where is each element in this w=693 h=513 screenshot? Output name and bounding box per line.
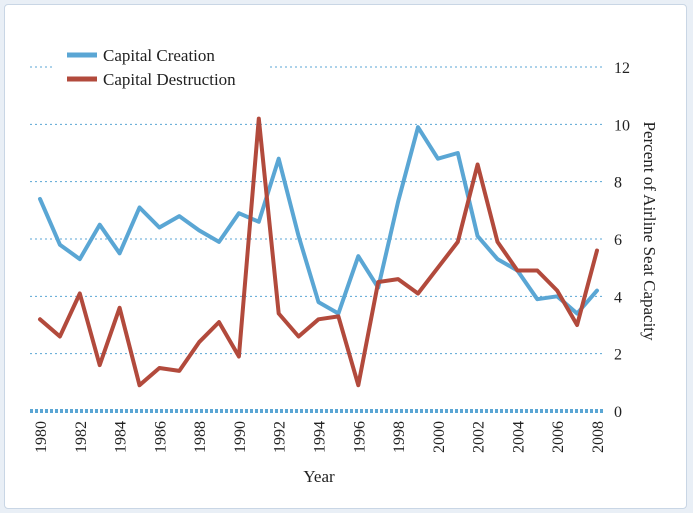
x-tick-label: 1988 [192, 421, 209, 453]
legend-label: Capital Destruction [103, 70, 236, 89]
x-tick-label: 1980 [33, 421, 50, 453]
x-tick-label: 1992 [272, 421, 289, 453]
y-tick-label: 6 [614, 232, 622, 249]
x-tick-label: 1982 [73, 421, 90, 453]
series-line-capital-creation [38, 125, 599, 316]
y-tick-label: 8 [614, 175, 622, 192]
y-axis-title: Percent of Airline Seat Capacity [640, 121, 659, 341]
y-tick-label: 2 [614, 347, 622, 364]
x-tick-label: 1984 [113, 421, 130, 453]
legend-box [55, 38, 270, 100]
x-tick-label: 2000 [431, 421, 448, 453]
series-lines [38, 116, 599, 388]
x-axis-ticks: 1980 1982 1984 1986 1988 1990 1992 1994 1996 1998… [33, 421, 607, 453]
y-tick-label: 4 [614, 289, 622, 306]
x-tick-label: 1986 [152, 421, 169, 453]
y-axis-ticks: 0 2 4 6 8 10 12 [614, 60, 630, 421]
x-tick-label: 2002 [471, 421, 488, 453]
x-tick-label: 1994 [312, 421, 329, 453]
x-axis-title: Year [303, 467, 335, 486]
gridlines [30, 66, 604, 413]
y-tick-label: 10 [614, 117, 630, 134]
y-tick-label: 12 [614, 60, 630, 77]
x-tick-label: 1990 [232, 421, 249, 453]
x-tick-label: 2004 [510, 421, 527, 453]
x-tick-label: 1996 [351, 421, 368, 453]
y-tick-label: 0 [614, 404, 622, 421]
legend-label: Capital Creation [103, 46, 215, 65]
series-line-capital-destruction [38, 116, 599, 388]
x-tick-label: 2008 [590, 421, 607, 453]
legend: Capital Creation Capital Destruction [55, 38, 270, 100]
x-tick-label: 2006 [550, 421, 567, 453]
x-tick-label: 1998 [391, 421, 408, 453]
